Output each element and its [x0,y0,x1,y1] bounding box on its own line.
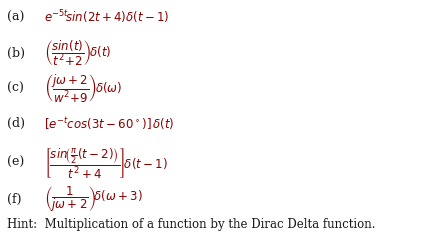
Text: (d): (d) [7,117,25,131]
Text: (c): (c) [7,82,23,95]
Text: (f): (f) [7,193,21,206]
Text: $\left(\dfrac{j\omega+2}{w^2\!+\!9}\right)\!\delta(\omega)$: $\left(\dfrac{j\omega+2}{w^2\!+\!9}\righ… [44,72,123,105]
Text: (e): (e) [7,156,24,169]
Text: $[e^{-t}\mathit{cos}(3t-60^\circ)]\,\delta(t)$: $[e^{-t}\mathit{cos}(3t-60^\circ)]\,\del… [44,116,175,132]
Text: Hint:  Multiplication of a function by the Dirac Delta function.: Hint: Multiplication of a function by th… [7,218,375,231]
Text: (a): (a) [7,11,24,24]
Text: $\left(\dfrac{\mathit{sin}(t)}{t^2\!+\!2}\right)\!\delta(t)$: $\left(\dfrac{\mathit{sin}(t)}{t^2\!+\!2… [44,38,112,68]
Text: $\left(\dfrac{1}{j\omega+2}\right)\!\delta(\omega+3)$: $\left(\dfrac{1}{j\omega+2}\right)\!\del… [44,185,143,214]
Text: (b): (b) [7,46,25,60]
Text: $e^{-5t}\!\mathit{sin}(2t+4)\delta(t-1)$: $e^{-5t}\!\mathit{sin}(2t+4)\delta(t-1)$ [44,9,170,26]
Text: $\left[\dfrac{\mathit{sin}\!\left(\frac{\pi}{2}(t-2)\right)}{t^2+4}\right]\!\del: $\left[\dfrac{\mathit{sin}\!\left(\frac{… [44,146,168,180]
